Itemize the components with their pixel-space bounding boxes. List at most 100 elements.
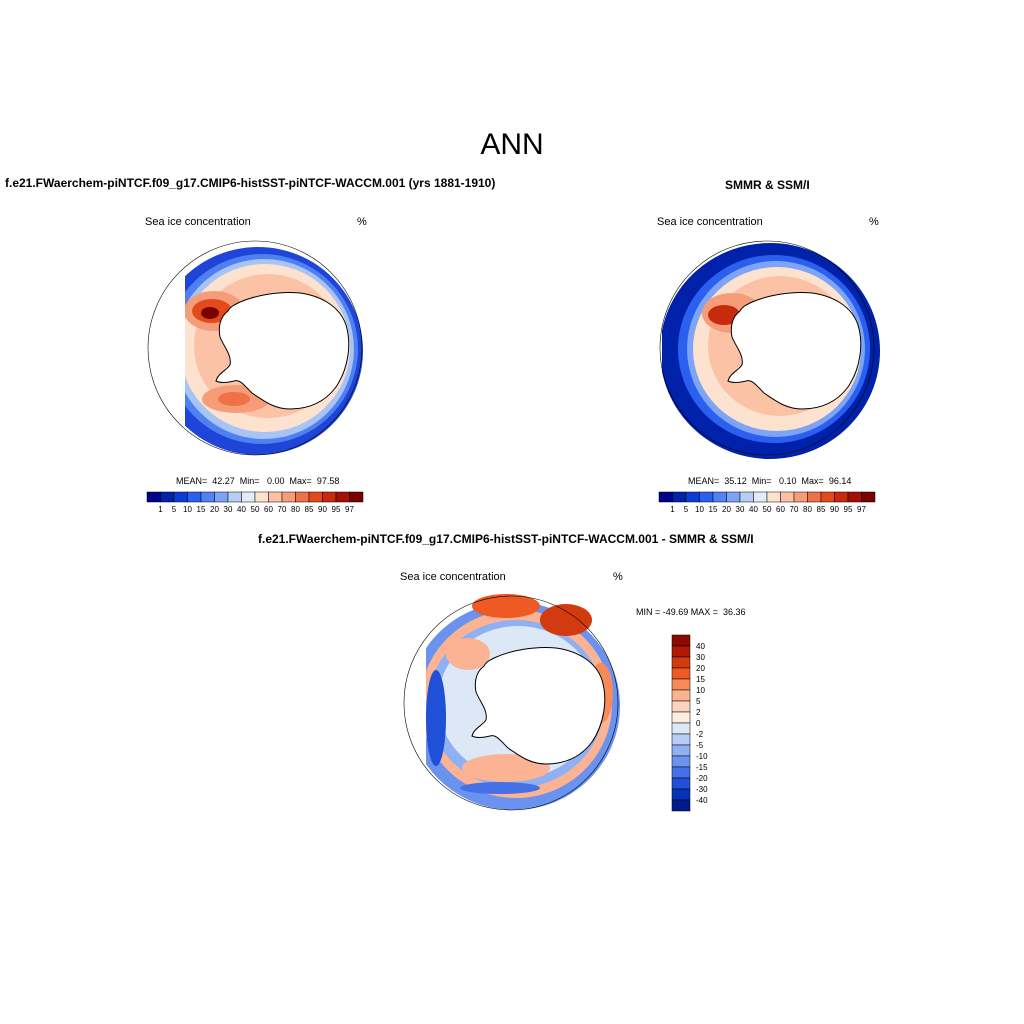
colorbar-tick-label: 5 xyxy=(696,697,701,706)
panel1-antarctica-coastline xyxy=(215,292,350,410)
colorbar-swatch xyxy=(268,491,283,503)
panel2-colorbar: 1 5 10 15 20 30 40 50 60 70 80 85 90 95 97 xyxy=(658,491,876,514)
colorbar-swatch xyxy=(671,733,691,746)
colorbar-swatch xyxy=(187,491,202,503)
colorbar-swatch xyxy=(322,491,337,503)
colorbar-swatch xyxy=(671,766,691,779)
colorbar-tick-label: -20 xyxy=(696,774,708,783)
colorbar-tick-label: 70 xyxy=(790,505,799,514)
colorbar-swatch xyxy=(699,491,714,503)
colorbar-swatch xyxy=(160,491,175,503)
colorbar-swatch xyxy=(671,722,691,735)
colorbar-swatch xyxy=(685,491,700,503)
colorbar-tick-label: 5 xyxy=(172,505,177,514)
figure-title: ANN xyxy=(480,128,544,161)
panel3-stats: MIN = -49.69 MAX = 36.36 xyxy=(636,607,746,617)
colorbar-tick-label: 70 xyxy=(278,505,287,514)
colorbar-tick-label: 20 xyxy=(696,664,705,673)
colorbar-swatch xyxy=(671,689,691,702)
panel1-map xyxy=(145,240,363,463)
colorbar-tick-label: 80 xyxy=(291,505,300,514)
panel2-map xyxy=(657,240,880,463)
colorbar-swatch xyxy=(671,777,691,790)
panel3-variable-label: Sea ice concentration xyxy=(400,571,506,583)
colorbar-swatch xyxy=(780,491,795,503)
colorbar-swatch xyxy=(672,491,687,503)
panel1-units-label: % xyxy=(357,216,367,228)
colorbar-swatch xyxy=(753,491,768,503)
colorbar-tick-label: 1 xyxy=(158,505,163,514)
colorbar-tick-label: -10 xyxy=(696,752,708,761)
colorbar-tick-label: 5 xyxy=(684,505,689,514)
panel3-units-label: % xyxy=(613,571,623,583)
colorbar-swatch xyxy=(834,491,849,503)
colorbar-tick-label: -40 xyxy=(696,796,708,805)
colorbar-tick-label: 10 xyxy=(695,505,704,514)
colorbar-tick-label: 60 xyxy=(264,505,273,514)
colorbar-swatch xyxy=(766,491,781,503)
colorbar-swatch xyxy=(671,755,691,768)
panel3-map-boundary xyxy=(403,595,619,811)
colorbar-swatch xyxy=(726,491,741,503)
panel2-units-label: % xyxy=(869,216,879,228)
colorbar-swatch xyxy=(671,711,691,724)
colorbar-swatch xyxy=(227,491,242,503)
colorbar-swatch xyxy=(671,744,691,757)
colorbar-tick-label: -30 xyxy=(696,785,708,794)
colorbar-tick-label: 50 xyxy=(251,505,260,514)
colorbar-tick-label: 10 xyxy=(696,686,705,695)
colorbar-swatch xyxy=(671,788,691,801)
colorbar-tick-label: 30 xyxy=(224,505,233,514)
panel2-variable-label: Sea ice concentration xyxy=(657,216,763,228)
panel2-stats: MEAN= 35.12 Min= 0.10 Max= 96.14 xyxy=(688,476,852,486)
colorbar-swatch xyxy=(847,491,862,503)
panel2-antarctica-coastline xyxy=(727,292,862,410)
colorbar-tick-label: 95 xyxy=(332,505,341,514)
colorbar-tick-label: 15 xyxy=(709,505,718,514)
colorbar-swatch xyxy=(671,799,691,812)
panel3-map xyxy=(401,594,620,818)
colorbar-swatch xyxy=(241,491,256,503)
colorbar-swatch xyxy=(671,667,691,680)
colorbar-tick-label: 20 xyxy=(722,505,731,514)
colorbar-tick-label: 10 xyxy=(183,505,192,514)
colorbar-swatch xyxy=(793,491,808,503)
colorbar-tick-label: 1 xyxy=(670,505,675,514)
colorbar-swatch xyxy=(671,700,691,713)
colorbar-tick-label: 30 xyxy=(736,505,745,514)
colorbar-swatch xyxy=(671,645,691,658)
colorbar-swatch xyxy=(671,678,691,691)
colorbar-tick-label: 40 xyxy=(749,505,758,514)
colorbar-swatch xyxy=(861,491,876,503)
colorbar-tick-label: 50 xyxy=(763,505,772,514)
colorbar-swatch xyxy=(712,491,727,503)
colorbar-swatch xyxy=(349,491,364,503)
panel1-map-boundary xyxy=(147,240,363,456)
colorbar-swatch xyxy=(671,634,691,647)
colorbar-tick-label: 60 xyxy=(776,505,785,514)
colorbar-swatch xyxy=(254,491,269,503)
colorbar-swatch xyxy=(308,491,323,503)
colorbar-swatch xyxy=(146,491,161,503)
colorbar-tick-label: 97 xyxy=(857,505,866,514)
colorbar-tick-label: 40 xyxy=(237,505,246,514)
colorbar-tick-label: 2 xyxy=(696,708,701,717)
colorbar-tick-label: 90 xyxy=(318,505,327,514)
panel1-colorbar: 1 5 10 15 20 30 40 50 60 70 80 85 90 95 97 xyxy=(146,491,364,514)
panel1-variable-label: Sea ice concentration xyxy=(145,216,251,228)
colorbar-swatch xyxy=(658,491,673,503)
colorbar-swatch xyxy=(173,491,188,503)
colorbar-tick-label: 95 xyxy=(844,505,853,514)
colorbar-tick-label: 20 xyxy=(210,505,219,514)
colorbar-swatch xyxy=(200,491,215,503)
colorbar-tick-label: 80 xyxy=(803,505,812,514)
panel1-case-title: f.e21.FWaerchem-piNTCF.f09_g17.CMIP6-his… xyxy=(5,176,496,190)
colorbar-tick-label: 85 xyxy=(817,505,826,514)
colorbar-swatch xyxy=(295,491,310,503)
colorbar-swatch xyxy=(820,491,835,503)
colorbar-tick-label: 30 xyxy=(696,653,705,662)
colorbar-tick-label: 15 xyxy=(197,505,206,514)
colorbar-tick-label: 40 xyxy=(696,642,705,651)
panel3-antarctica-coastline xyxy=(471,647,606,765)
